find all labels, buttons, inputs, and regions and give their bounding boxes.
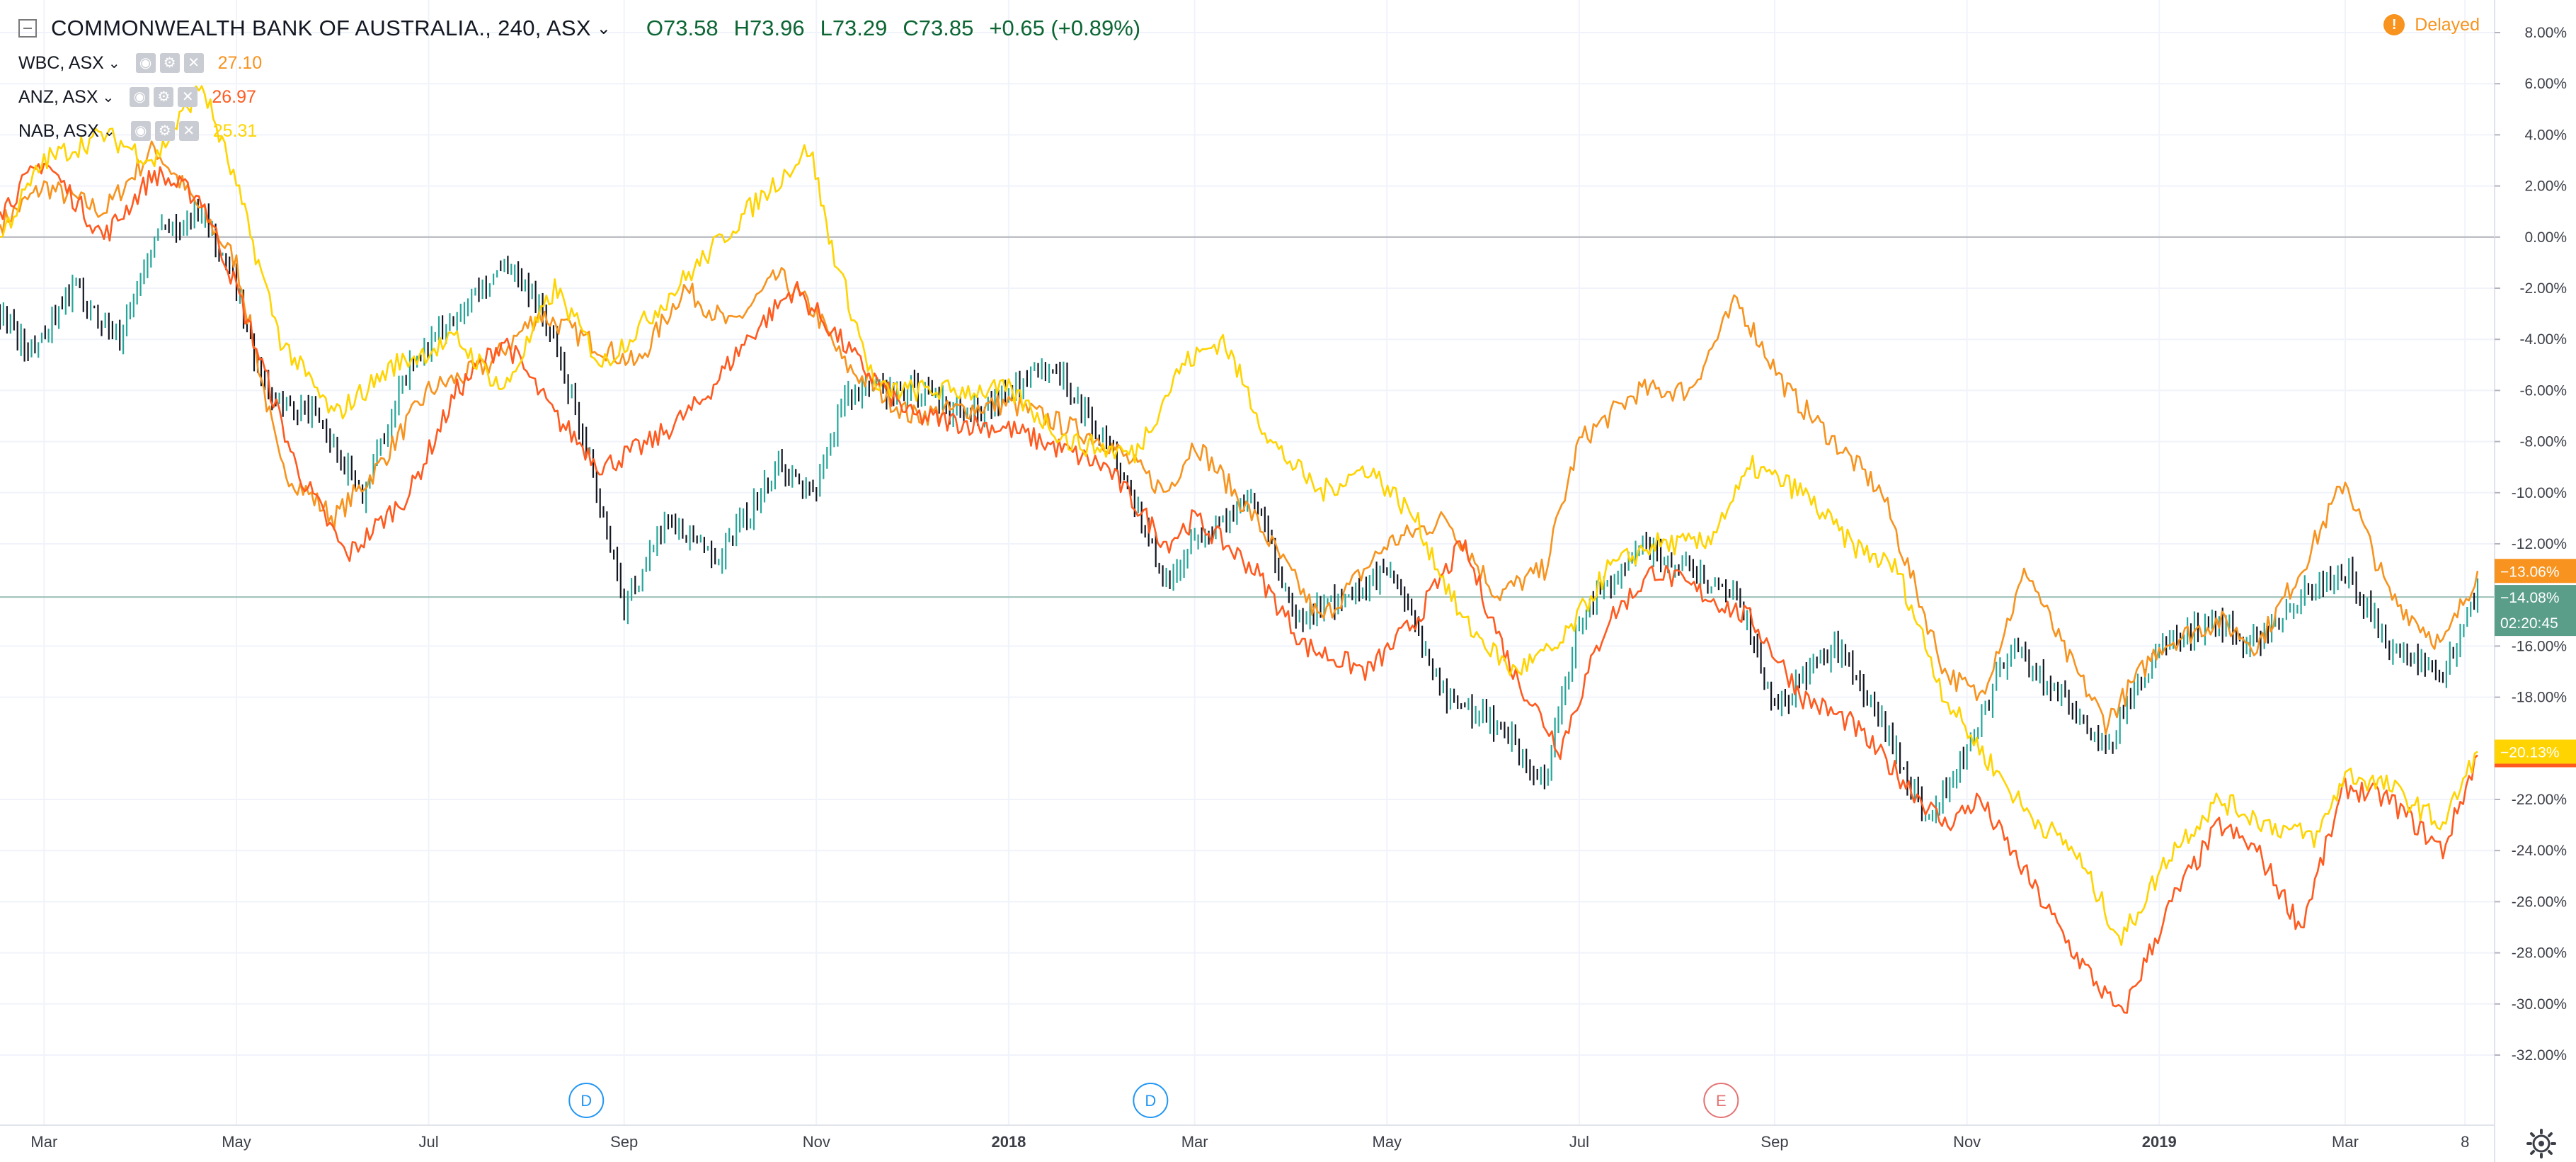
axes [0,0,2495,1162]
close-icon[interactable]: ✕ [183,53,204,73]
y-tick-label: -18.00% [2512,690,2567,706]
event-label: D [1145,1092,1156,1110]
collapse-legend-icon[interactable] [18,19,37,38]
x-axis-ticks: Mar May Jul Sep Nov 2018 Mar May Jul Sep Nov 2019 Ma… [30,1133,2469,1151]
close-icon[interactable]: ✕ [178,121,199,141]
x-tick-label: Mar [1181,1133,1208,1151]
badge-background [2495,559,2576,583]
settings-gear-icon[interactable] [2526,1129,2556,1158]
compare-row-nab: NAB, ASX ⌄ ◉ ⚙ ✕ 25.31 [18,116,257,146]
y-tick-label: -4.00% [2519,331,2567,348]
gear-icon[interactable]: ⚙ [159,53,180,73]
gear-icon[interactable]: ⚙ [154,87,174,107]
y-tick-label: -16.00% [2512,638,2567,654]
x-tick-label: Mar [2332,1133,2359,1151]
compare-value: 27.10 [217,52,263,73]
open-value: O73.58 [646,16,719,40]
last-value-badges: −14.08%02:20:45−13.06%−20.27%−20.13% [2495,559,2576,768]
x-tick-label: Jul [419,1133,439,1151]
x-tick-label: May [222,1133,251,1151]
event-marker-d[interactable]: D [568,1083,605,1118]
series-line-wbc[interactable] [0,140,2479,736]
x-tick-label: 2019 [2142,1133,2177,1151]
low-value: L73.29 [820,16,888,40]
close-value: C73.85 [903,16,974,40]
event-circle [568,1083,605,1118]
y-tick-label: 4.00% [2524,127,2567,143]
y-tick-label: 8.00% [2524,25,2567,41]
chevron-down-icon[interactable]: ⌄ [103,123,115,139]
gear-icon[interactable]: ⚙ [154,121,175,141]
badge-background [2495,739,2576,764]
y-tick-label: -32.00% [2512,1047,2567,1064]
event-circle [1703,1083,1739,1118]
badge-value: −13.06% [2500,564,2560,580]
event-marker-d[interactable]: D [1133,1083,1169,1118]
x-tick-label: Mar [30,1133,57,1151]
event-label: D [580,1092,592,1110]
eye-icon[interactable]: ◉ [130,87,150,107]
badge-value: −20.13% [2500,744,2560,761]
badge-background [2495,585,2576,637]
x-tick-label: 8 [2461,1133,2469,1151]
chevron-down-icon[interactable]: ⌄ [108,55,120,72]
badge-value: −14.08% [2500,590,2560,606]
y-tick-label: 2.00% [2524,178,2567,195]
compare-symbol[interactable]: WBC, ASX [18,52,104,73]
y-tick-label: 6.00% [2524,76,2567,92]
compare-lines [0,85,2479,1014]
y-tick-label: -30.00% [2512,996,2567,1013]
compare-symbol[interactable]: NAB, ASX [18,120,99,141]
y-tick-label: -28.00% [2512,945,2567,962]
x-tick-label: Jul [1569,1133,1589,1151]
event-circle [1133,1083,1169,1118]
chevron-down-icon[interactable]: ⌄ [102,89,115,106]
y-tick-label: -26.00% [2512,894,2567,910]
close-icon[interactable]: ✕ [178,87,198,107]
eye-icon[interactable]: ◉ [135,53,156,73]
compare-value: 25.31 [212,120,258,141]
y-axis-ticks: 8.00% 6.00% 4.00% 2.00% 0.00% -2.00% -4.00% -6.… [2495,25,2567,1064]
grid-lines [0,0,2495,1125]
x-tick-label: 2018 [991,1133,1026,1151]
series-line-anz[interactable] [0,162,2478,1014]
last-value-badge: −13.06% [2495,559,2576,583]
y-tick-label: -2.00% [2519,280,2567,297]
eye-icon[interactable]: ◉ [130,121,151,141]
x-tick-label: Nov [803,1133,830,1151]
last-value-badge: −14.08% 02:20:45 [2495,585,2576,637]
chevron-down-icon[interactable]: ⌄ [596,18,611,38]
delayed-label: Delayed [2415,14,2480,35]
y-tick-label: -22.00% [2512,792,2567,808]
x-tick-label: Nov [1953,1133,1981,1151]
x-tick-label: May [1373,1133,1402,1151]
event-marker-e[interactable]: E [1703,1083,1739,1118]
event-label: E [1716,1092,1727,1110]
y-tick-label: 0.00% [2524,229,2567,246]
y-tick-label: -12.00% [2512,536,2567,552]
compare-row-wbc: WBC, ASX ⌄ ◉ ⚙ ✕ 27.10 [18,48,262,78]
bar-countdown: 02:20:45 [2500,615,2558,632]
x-tick-label: Sep [1761,1133,1788,1151]
series-line-nab[interactable] [0,85,2478,946]
last-value-badge: −20.13% [2495,739,2576,764]
y-tick-label: -10.00% [2512,485,2567,501]
symbol-title[interactable]: COMMONWEALTH BANK OF AUSTRALIA., 240, AS… [51,16,591,40]
y-tick-label: -24.00% [2512,843,2567,859]
main-symbol-row: COMMONWEALTH BANK OF AUSTRALIA., 240, AS… [18,10,1156,47]
warning-icon: ! [2383,14,2405,35]
change-value: +0.65 (+0.89%) [989,16,1141,40]
high-value: H73.96 [733,16,805,40]
x-tick-label: Sep [610,1133,638,1151]
y-tick-label: -6.00% [2519,382,2567,399]
delayed-indicator[interactable]: ! Delayed [2383,14,2480,35]
compare-value: 26.97 [212,86,256,107]
y-tick-label: -8.00% [2519,434,2567,450]
compare-symbol[interactable]: ANZ, ASX [18,86,98,107]
compare-row-anz: ANZ, ASX ⌄ ◉ ⚙ ✕ 26.97 [18,82,256,112]
